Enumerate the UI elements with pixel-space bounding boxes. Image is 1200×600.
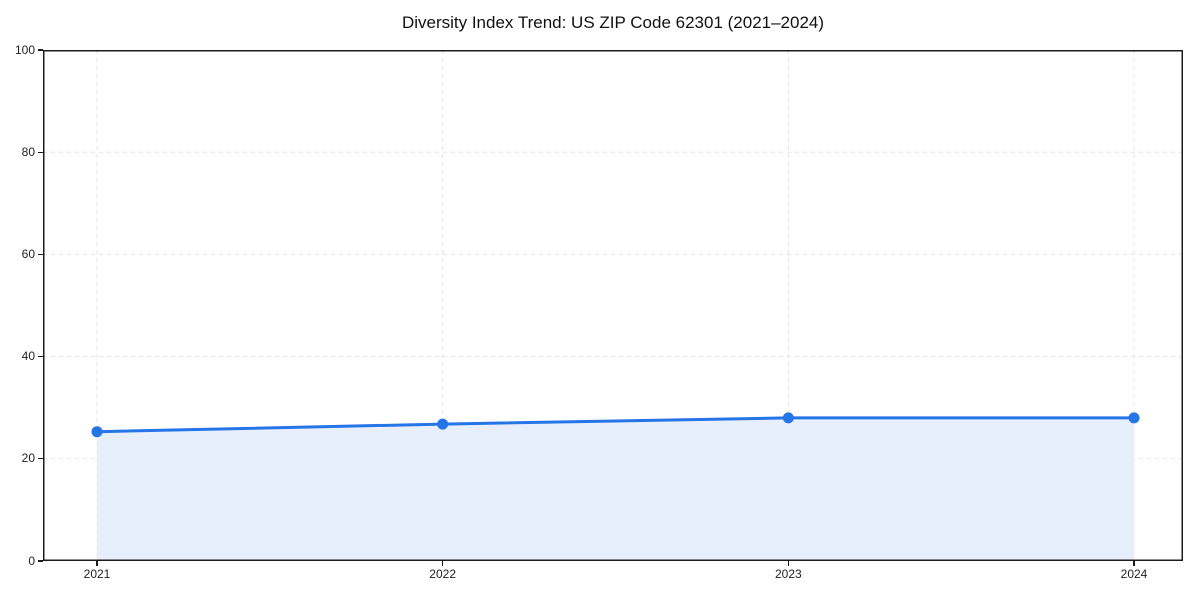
y-tick-mark-40 bbox=[38, 355, 43, 358]
y-tick-mark-0 bbox=[38, 560, 43, 562]
y-tick-mark-100 bbox=[38, 49, 43, 51]
plot-area bbox=[43, 50, 1183, 561]
y-tick-label-40: 40 bbox=[21, 349, 35, 364]
area-fill bbox=[97, 417, 1134, 561]
x-tick-label-2024: 2024 bbox=[1120, 567, 1148, 581]
data-point-2023 bbox=[782, 412, 794, 424]
y-tick-mark-20 bbox=[38, 458, 43, 460]
x-tick-mark-2021 bbox=[96, 561, 98, 566]
x-tick-label-2021: 2021 bbox=[83, 567, 111, 581]
x-tick-mark-2022 bbox=[441, 561, 444, 566]
x-tick-label-2023: 2023 bbox=[774, 567, 802, 581]
x-tick-mark-2023 bbox=[787, 561, 790, 566]
trend-line bbox=[95, 416, 1136, 434]
chart-title: Diversity Index Trend: US ZIP Code 62301… bbox=[401, 13, 825, 32]
data-point-2022 bbox=[437, 418, 449, 430]
data-point-2024 bbox=[1128, 412, 1140, 424]
plot-frame bbox=[43, 50, 1183, 561]
x-tick-mark-2024 bbox=[1133, 561, 1135, 566]
y-tick-label-100: 100 bbox=[14, 42, 35, 57]
y-tick-label-60: 60 bbox=[21, 246, 35, 261]
y-tick-mark-60 bbox=[38, 253, 43, 256]
y-tick-label-80: 80 bbox=[21, 144, 35, 159]
data-point-2021 bbox=[91, 426, 103, 438]
y-tick-mark-80 bbox=[38, 151, 43, 153]
y-tick-label-0: 0 bbox=[28, 553, 35, 568]
y-tick-label-20: 20 bbox=[21, 451, 35, 466]
x-tick-label-2022: 2022 bbox=[429, 567, 456, 581]
chart-canvas bbox=[43, 50, 1183, 561]
